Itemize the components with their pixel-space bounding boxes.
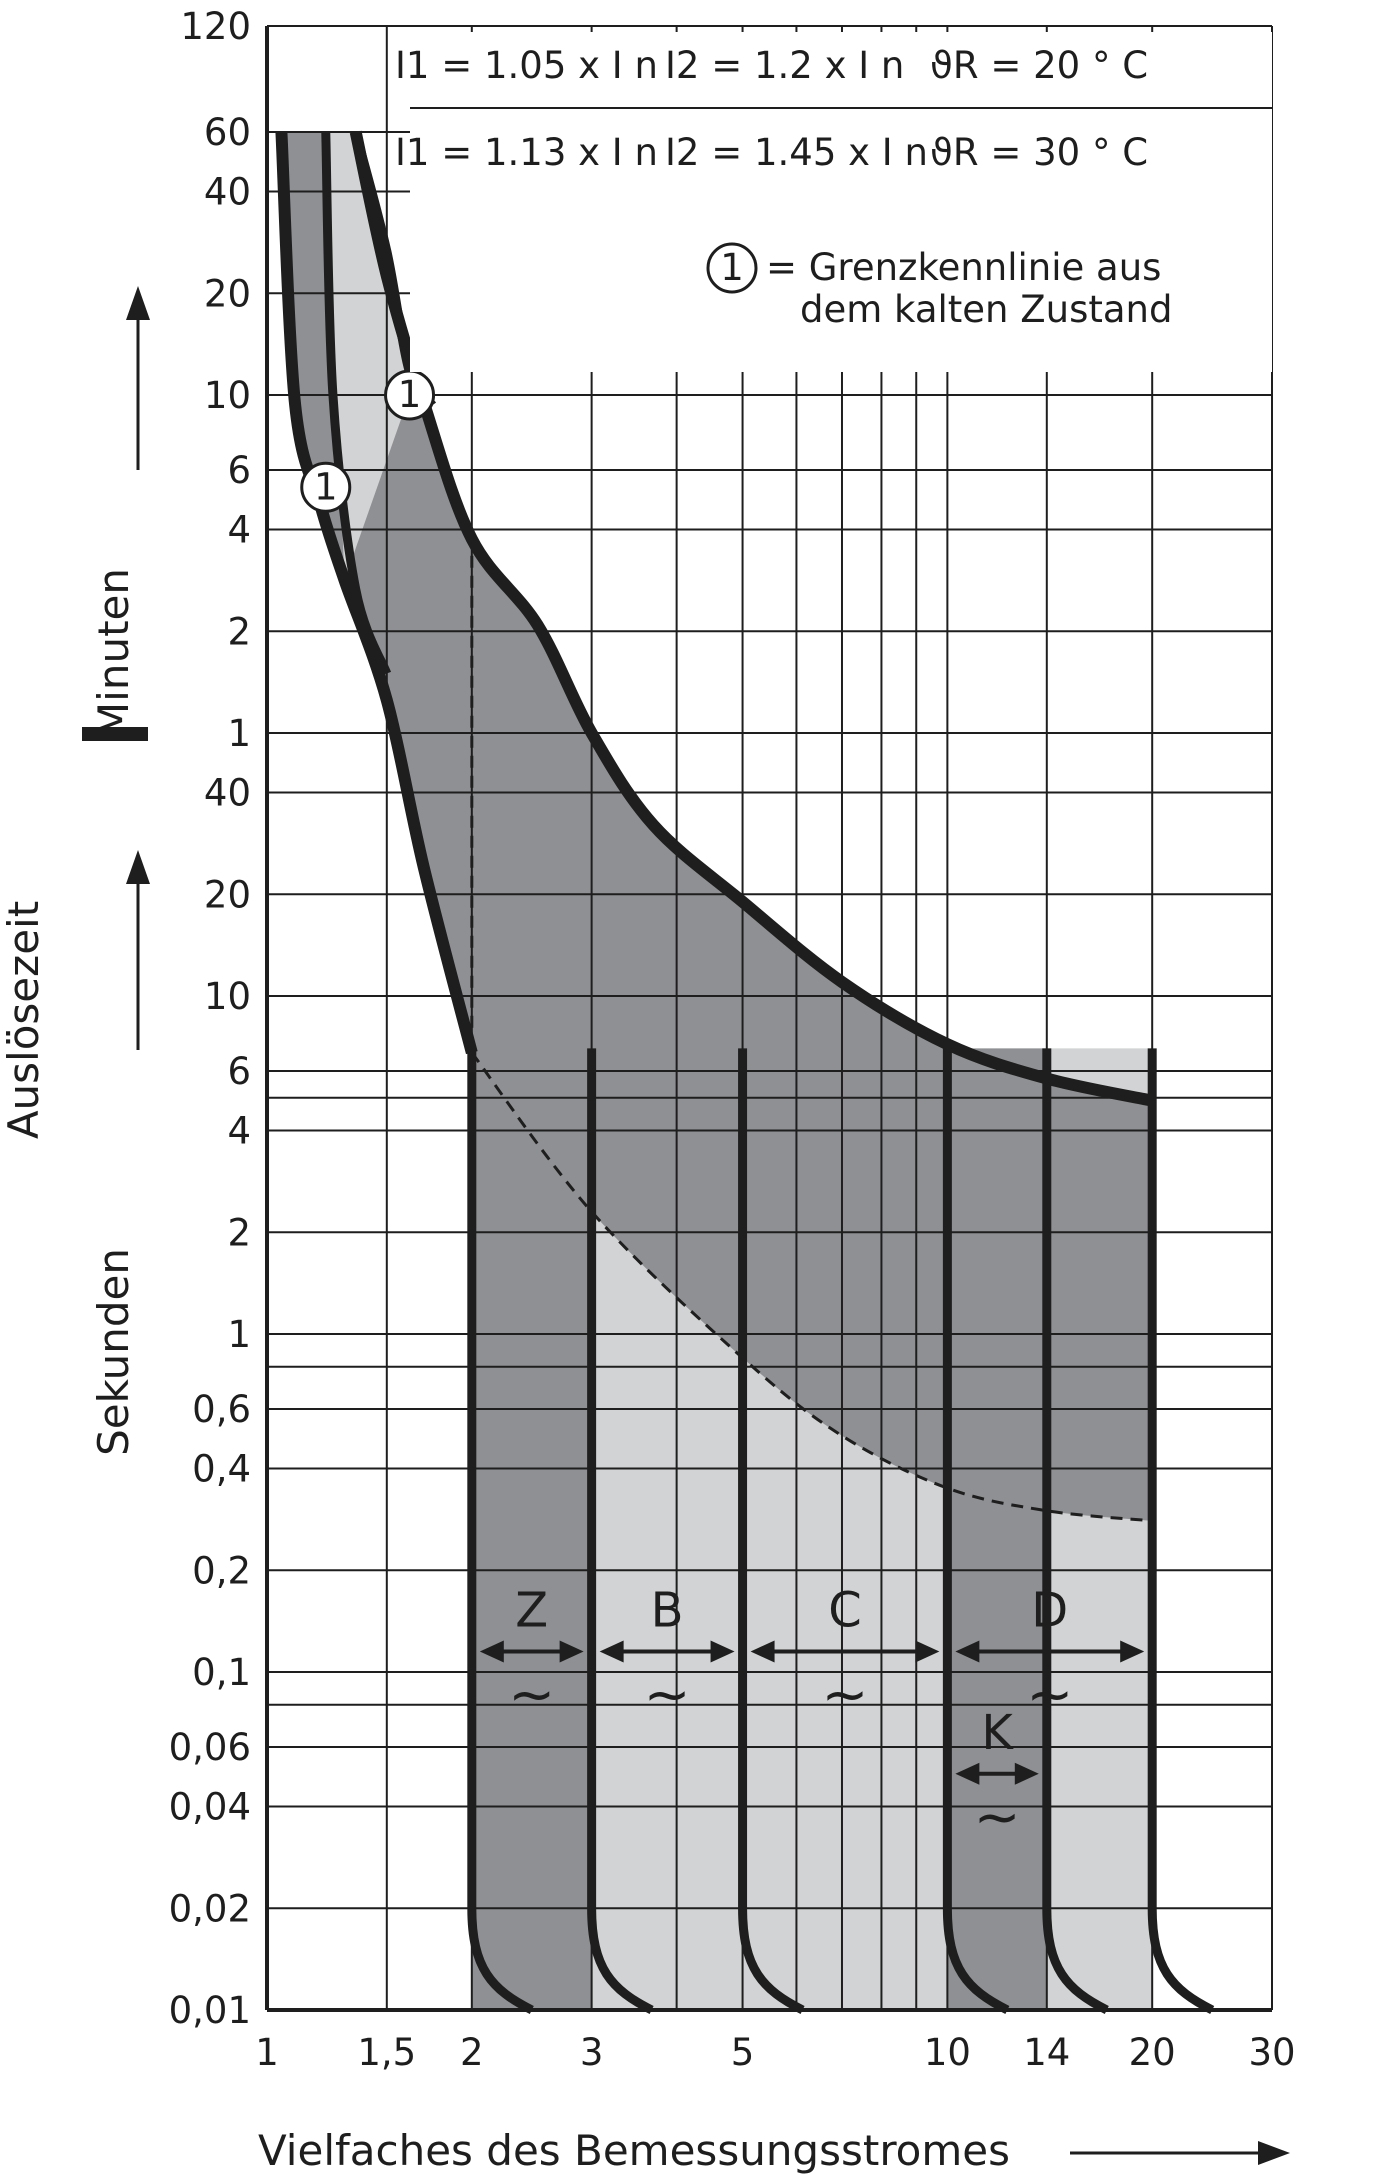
y-tick-label-seconds: 4 <box>227 1110 251 1153</box>
legend-marker-number: 1 <box>720 246 744 289</box>
band-swoop-curve <box>1147 1908 1215 2015</box>
y-tick-label-minutes: 40 <box>204 171 251 214</box>
x-tick-label: 1,5 <box>357 2031 416 2074</box>
band-label-d: D <box>1031 1582 1068 1638</box>
y-tick-label-seconds: 0,06 <box>169 1726 251 1769</box>
band-labels: Z~B~C~D~K~ <box>479 1582 1145 1850</box>
x-tick-label: 2 <box>460 2031 484 2074</box>
y-tick-label-seconds: 1 <box>227 1313 251 1356</box>
legend-box: I1 = 1.05 x I n I2 = 1.2 x I n ϑR = 20 ° C… <box>395 32 1272 372</box>
cold-state-marker-label: 1 <box>314 465 338 508</box>
cold-state-marker-1 <box>300 461 352 513</box>
x-tick-label: 3 <box>580 2031 604 2074</box>
thermal-lower-curve <box>275 131 478 1055</box>
x-tick-label: 1 <box>255 2031 279 2074</box>
band-arrow-c-head-right <box>915 1640 940 1663</box>
y-seconds-arrow-head <box>126 850 150 884</box>
dashed-extension-curve <box>470 1051 1153 1523</box>
cold-state-wedge-fill <box>325 132 410 581</box>
y-axis-seconds-label: Sekunden <box>89 1248 138 1456</box>
y-tick-label-minutes: 2 <box>227 610 251 653</box>
axes: 1 1,5 2 3 5 10 14 20 301206040201064214020106421… <box>0 5 1296 2175</box>
band-arrow-d-head-left <box>955 1640 980 1663</box>
y-tick-label-seconds: 0,6 <box>192 1388 251 1431</box>
band-label-k: K <box>981 1705 1014 1761</box>
band-arrow-z-head-left <box>479 1640 504 1663</box>
legend-marker-text-line1: = Grenzkennlinie aus <box>766 246 1161 289</box>
legend-row2-i2: I2 = 1.45 x I n <box>665 131 928 174</box>
legend-row2-theta: ϑR = 30 ° C <box>930 131 1148 174</box>
y-axis-title: Auslösezeit <box>0 901 48 1139</box>
band-tilde-d: ~ <box>1026 1662 1073 1727</box>
fill-regions <box>281 132 1153 2010</box>
cold-state-marker-label: 1 <box>398 373 422 416</box>
band-arrow-k-head-right <box>1014 1762 1039 1785</box>
x-tick-label: 30 <box>1248 2031 1295 2074</box>
legend-row1-i2: I2 = 1.2 x I n <box>665 44 904 87</box>
legend-row1-theta: ϑR = 20 ° C <box>930 44 1148 87</box>
band-arrow-b-head-right <box>710 1640 735 1663</box>
legend-row2-i1: I1 = 1.13 x I n <box>395 131 658 174</box>
band-swoop-curve <box>467 1908 534 2015</box>
cold-state-curve-1 <box>321 131 392 676</box>
band-fill-z <box>471 1048 592 2010</box>
x-tick-label: 10 <box>924 2031 971 2074</box>
y-axis-separator-bar <box>82 727 148 741</box>
band-tilde-z: ~ <box>508 1662 555 1727</box>
band-arrow-c-head-left <box>750 1640 775 1663</box>
band-arrow-d-head-right <box>1120 1640 1145 1663</box>
band-arrow-z-head-right <box>559 1640 584 1663</box>
y-tick-label-seconds: 0,4 <box>192 1448 251 1491</box>
x-tick-label: 20 <box>1129 2031 1176 2074</box>
x-tick-label: 14 <box>1023 2031 1070 2074</box>
y-tick-label-minutes: 60 <box>204 111 251 154</box>
legend-marker-text-line2: dem kalten Zustand <box>800 288 1172 331</box>
band-label-b: B <box>651 1582 684 1638</box>
band-label-z: Z <box>515 1582 548 1638</box>
thermal-band-fill <box>281 132 1153 1521</box>
legend-row1-i1: I1 = 1.05 x I n <box>395 44 658 87</box>
legend-marker-circle <box>706 242 758 294</box>
y-tick-label-minutes: 120 <box>180 5 251 48</box>
band-swoop-curve <box>587 1908 654 2015</box>
x-axis-arrow-head <box>1258 2141 1290 2165</box>
band-swoop-curve <box>942 1908 1010 2015</box>
y-tick-label-seconds: 6 <box>227 1050 251 1093</box>
y-tick-label-minutes: 10 <box>204 374 251 417</box>
y-tick-label-minutes: 4 <box>227 509 251 552</box>
band-swoop-curve <box>1042 1908 1109 2015</box>
y-tick-label-seconds: 0,1 <box>192 1651 251 1694</box>
y-tick-label-minutes: 6 <box>227 449 251 492</box>
band-tilde-b: ~ <box>644 1662 691 1727</box>
y-minutes-arrow-head <box>126 286 150 320</box>
band-tilde-k: ~ <box>974 1785 1021 1850</box>
y-tick-label-seconds: 0,04 <box>169 1786 251 1829</box>
y-tick-label-seconds: 2 <box>227 1211 251 1254</box>
y-tick-label-seconds: 0,01 <box>169 1989 251 2032</box>
y-tick-label-seconds: 0,02 <box>169 1887 251 1930</box>
y-tick-label-seconds: 10 <box>204 975 251 1018</box>
characteristic-curves: 11 <box>275 130 1215 2015</box>
legend-background <box>410 32 1272 372</box>
y-tick-label-seconds: 40 <box>204 772 251 815</box>
y-tick-label-seconds: 20 <box>204 873 251 916</box>
band-tilde-c: ~ <box>822 1662 869 1727</box>
y-tick-label-minutes: 1 <box>227 712 251 755</box>
x-tick-label: 5 <box>731 2031 755 2074</box>
band-label-c: C <box>828 1582 862 1638</box>
band-swoop-curve <box>738 1908 805 2015</box>
y-axis-minutes-label: Minuten <box>89 568 138 738</box>
band-arrow-b-head-left <box>599 1640 624 1663</box>
x-axis-title: Vielfaches des Bemessungsstromes <box>258 2126 1010 2175</box>
y-tick-label-seconds: 0,2 <box>192 1549 251 1592</box>
cold-state-marker-2 <box>384 369 436 421</box>
band-arrow-k-head-left <box>955 1762 980 1785</box>
y-tick-label-minutes: 20 <box>204 272 251 315</box>
